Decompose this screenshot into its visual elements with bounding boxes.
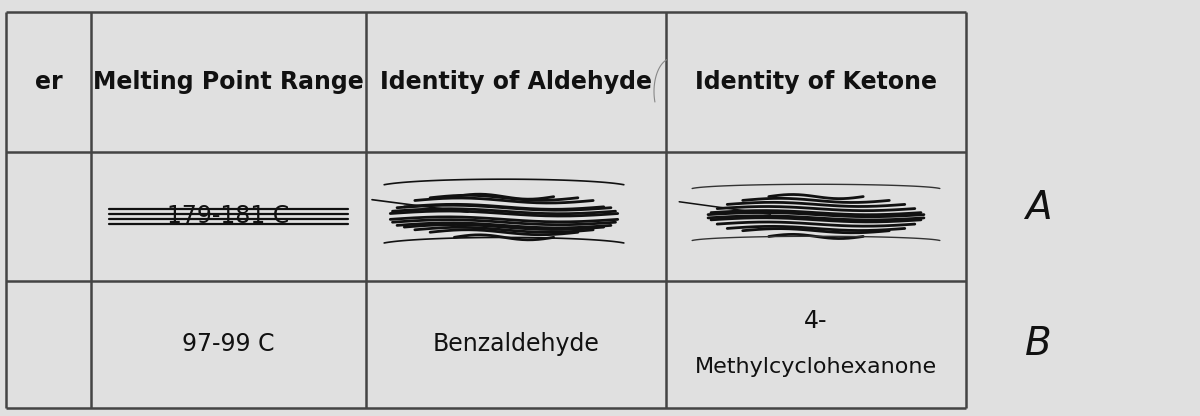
Text: 97-99 C: 97-99 C (182, 332, 275, 356)
Text: 179-181 C: 179-181 C (168, 204, 289, 228)
Text: B: B (1025, 325, 1051, 363)
Text: Methylcyclohexanone: Methylcyclohexanone (695, 357, 937, 377)
Text: er: er (35, 70, 62, 94)
Text: Identity of Ketone: Identity of Ketone (695, 70, 937, 94)
Text: Benzaldehyde: Benzaldehyde (432, 332, 600, 356)
Text: A: A (1025, 189, 1051, 227)
Text: Melting Point Range: Melting Point Range (94, 70, 364, 94)
Text: Identity of Aldehyde: Identity of Aldehyde (380, 70, 652, 94)
Text: 4-: 4- (804, 310, 828, 333)
